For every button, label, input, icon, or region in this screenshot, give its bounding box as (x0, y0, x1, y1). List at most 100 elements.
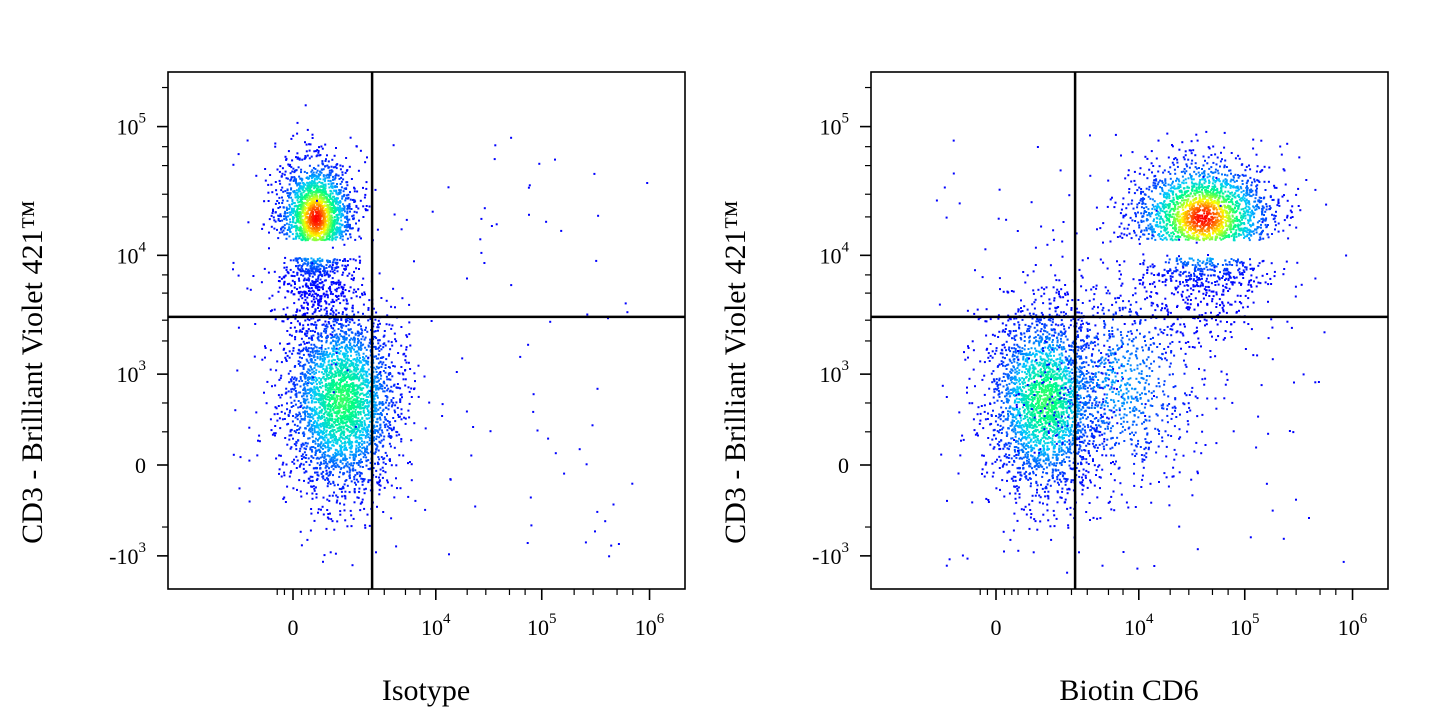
event-dot (279, 396, 282, 399)
event-dot (341, 453, 344, 456)
event-dot (278, 179, 281, 182)
event-dot (407, 361, 410, 364)
event-dot (316, 287, 319, 290)
event-dot (300, 211, 303, 214)
event-dot (307, 361, 310, 364)
event-dot (300, 171, 302, 174)
event-dot (336, 217, 339, 220)
event-dot (276, 200, 279, 202)
event-dot (320, 508, 322, 511)
event-dot (352, 258, 355, 261)
event-dot (323, 357, 326, 359)
event-dot (312, 230, 315, 233)
event-dot (326, 203, 329, 206)
event-dot (351, 382, 354, 385)
event-dot (366, 380, 369, 383)
event-dot (397, 386, 400, 389)
event-dot (291, 159, 294, 162)
event-dot (325, 434, 328, 436)
event-dot (374, 462, 376, 465)
event-dot (354, 393, 357, 396)
event-dot (292, 293, 295, 296)
event-dot (384, 471, 387, 474)
event-dot (338, 189, 341, 191)
event-dot (350, 514, 353, 517)
event-dot (373, 397, 376, 400)
event-dot (354, 259, 357, 262)
event-dot (326, 404, 329, 407)
event-dot (309, 217, 312, 220)
event-dot (318, 406, 321, 409)
event-dot (317, 234, 320, 237)
event-dot (335, 501, 338, 504)
event-dot (331, 239, 334, 242)
event-dot (316, 259, 319, 262)
event-dot (397, 352, 400, 354)
event-dot (339, 232, 342, 235)
event-dot (367, 452, 370, 455)
event-dot (369, 479, 372, 482)
event-dot (324, 225, 327, 228)
event-dot (342, 485, 345, 488)
event-dot (332, 468, 335, 471)
event-dot (308, 198, 311, 201)
event-dot (330, 326, 333, 329)
event-dot (301, 395, 303, 398)
event-dot (309, 479, 312, 482)
event-dot (349, 348, 352, 351)
event-dot (301, 234, 304, 237)
event-dot (361, 375, 364, 378)
event-dot (360, 368, 363, 371)
event-dot (288, 203, 291, 206)
event-dot (290, 226, 293, 229)
event-dot (408, 333, 411, 336)
event-dot (344, 412, 347, 414)
event-dot (299, 364, 301, 367)
event-dot (365, 451, 368, 454)
event-dot (295, 179, 297, 182)
event-dot (304, 389, 307, 392)
event-dot (354, 408, 357, 411)
scatter-dots (232, 104, 649, 567)
event-dot (295, 213, 298, 216)
event-dot (364, 381, 367, 384)
event-dot (311, 284, 314, 287)
event-dot (292, 259, 295, 262)
event-dot (327, 450, 330, 453)
event-dot (288, 438, 291, 441)
event-dot (305, 301, 308, 304)
event-dot (320, 429, 323, 432)
event-dot (310, 184, 313, 187)
event-dot (316, 207, 319, 210)
event-dot (349, 350, 352, 353)
event-dot (342, 399, 345, 402)
event-dot (344, 289, 347, 291)
event-dot (376, 373, 379, 376)
event-dot (337, 427, 340, 430)
event-dot (313, 196, 316, 199)
event-dot (295, 229, 297, 232)
event-dot (305, 454, 308, 457)
event-dot (325, 293, 328, 296)
event-dot (417, 364, 420, 367)
event-dot (294, 338, 297, 341)
event-dot (306, 200, 309, 203)
event-dot (376, 461, 379, 464)
event-dot (376, 445, 379, 448)
event-dot (341, 353, 344, 356)
event-dot (357, 420, 360, 423)
event-dot (354, 474, 357, 477)
event-dot (339, 226, 342, 229)
event-dot (340, 381, 343, 384)
event-dot (340, 209, 343, 212)
event-dot (302, 411, 305, 414)
event-dot (312, 397, 315, 400)
event-dot (318, 424, 321, 427)
event-dot (317, 431, 320, 434)
event-dot (326, 296, 329, 299)
event-dot (360, 237, 362, 240)
event-dot (320, 425, 322, 428)
event-dot (318, 205, 320, 208)
event-dot (312, 190, 315, 193)
event-dot (335, 366, 338, 369)
